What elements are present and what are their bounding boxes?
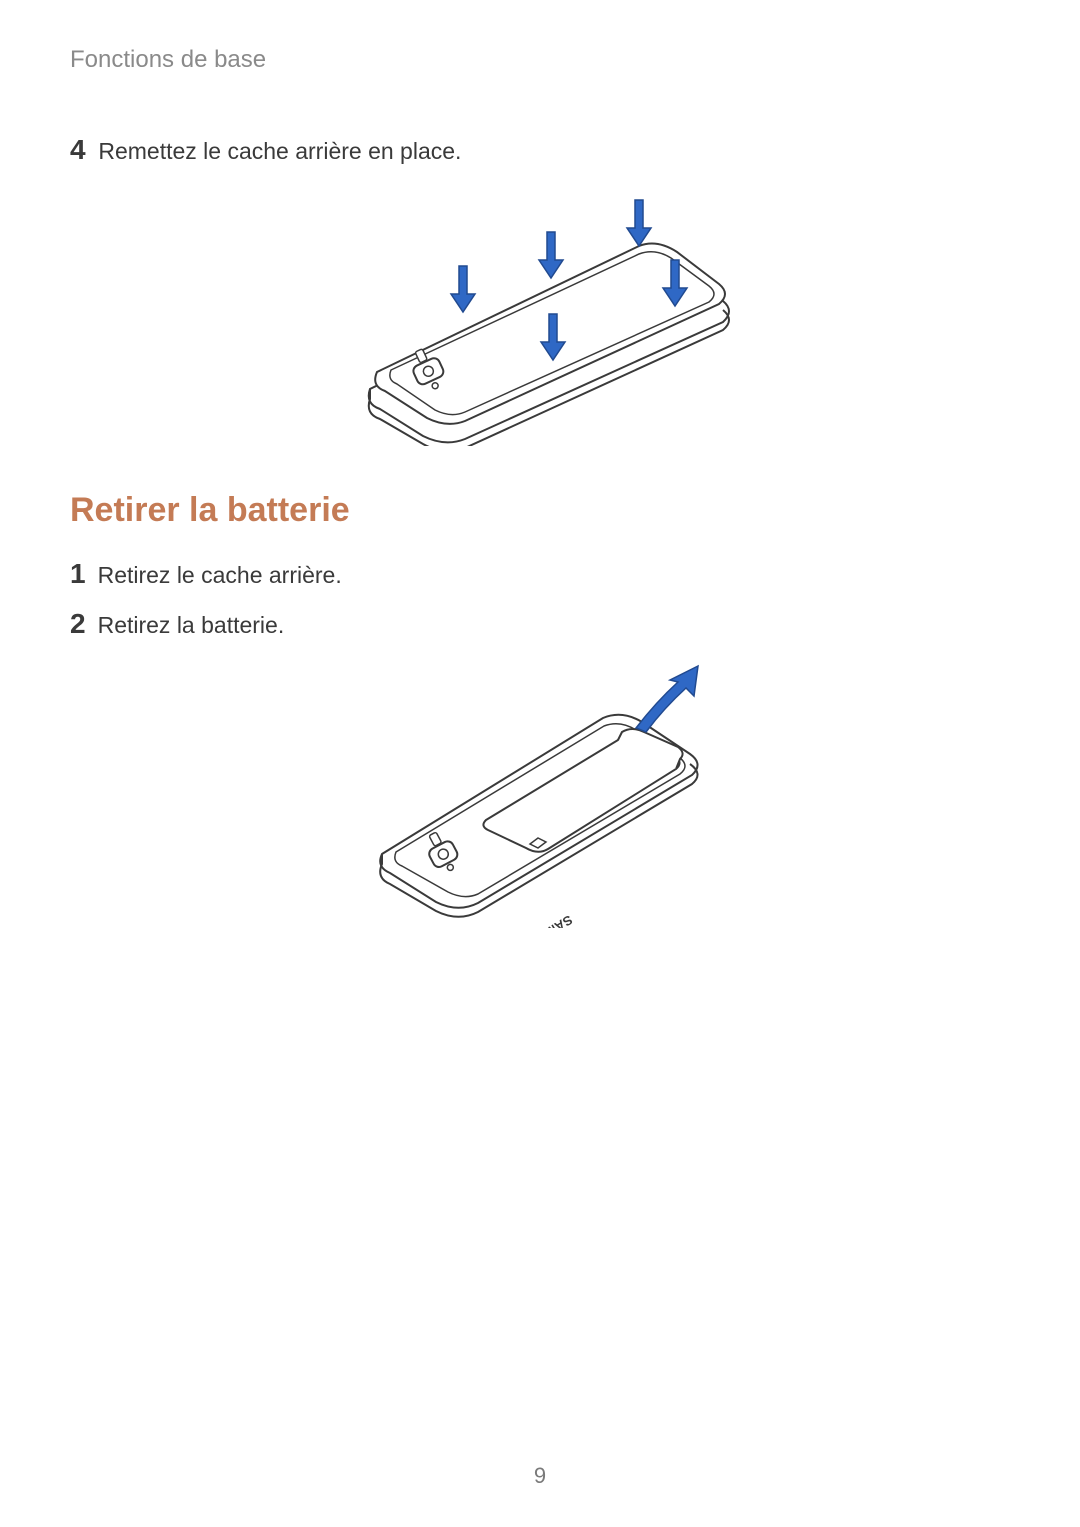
down-arrow-icon (627, 200, 651, 246)
phone-cover-arrows-illustration (325, 196, 755, 446)
battery-brand-label: SAMSUNG (510, 912, 575, 928)
page-number: 9 (0, 1463, 1080, 1489)
step-number: 2 (70, 608, 86, 640)
step-text: Retirez la batterie. (98, 612, 285, 639)
step-row: 1 Retirez le cache arrière. (70, 558, 1010, 590)
intro-step: 4 Remettez le cache arrière en place. (70, 134, 1010, 166)
figure-replace-cover (70, 196, 1010, 451)
step-number: 1 (70, 558, 86, 590)
section-heading-retirer-batterie: Retirer la batterie (70, 491, 1010, 530)
step-text: Retirez le cache arrière. (98, 562, 342, 589)
figure-remove-battery: SAMSUNG (70, 658, 1010, 933)
breadcrumb: Fonctions de base (70, 46, 1010, 74)
intro-step-number: 4 (70, 134, 86, 165)
phone-battery-removal-illustration: SAMSUNG (360, 658, 720, 928)
down-arrow-icon (539, 232, 563, 278)
intro-step-text: Remettez le cache arrière en place. (98, 138, 461, 164)
lift-arrow-icon (636, 666, 698, 732)
down-arrow-icon (451, 266, 475, 312)
step-row: 2 Retirez la batterie. (70, 608, 1010, 640)
